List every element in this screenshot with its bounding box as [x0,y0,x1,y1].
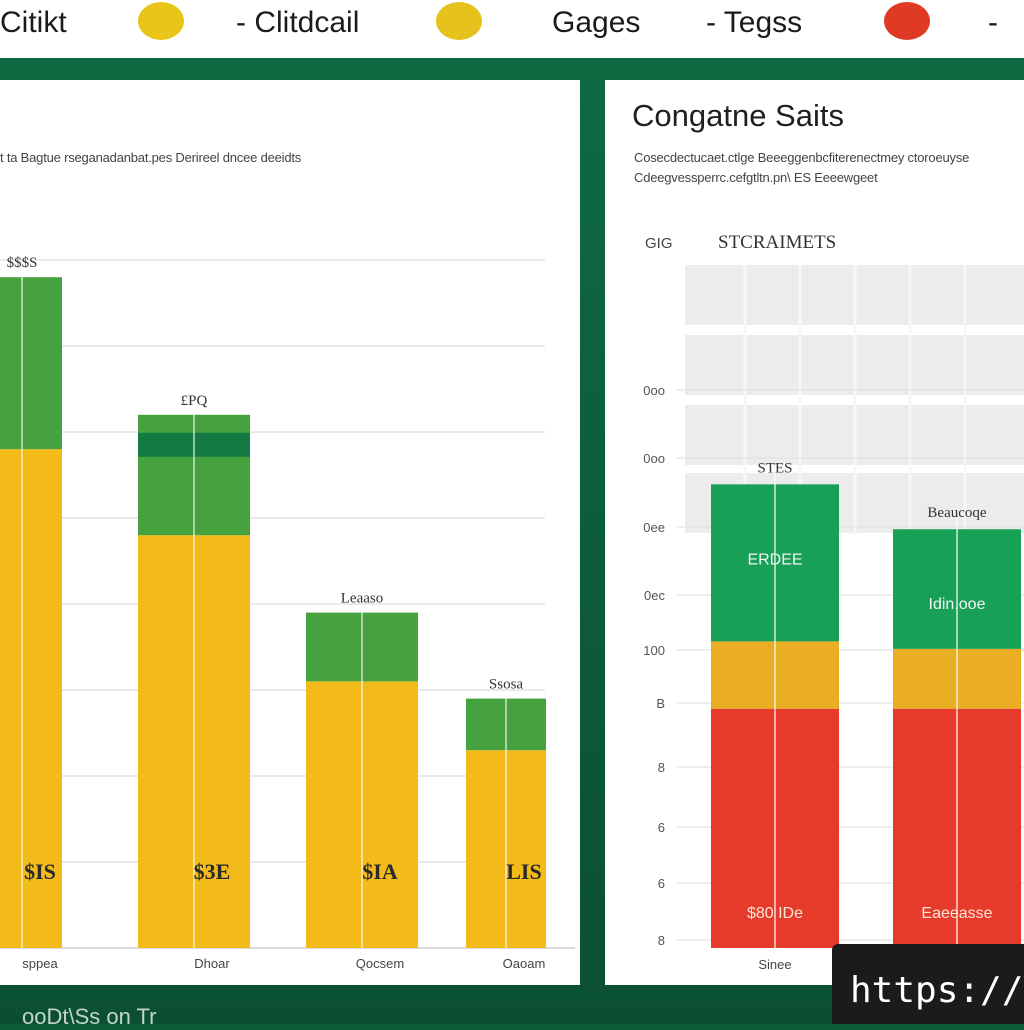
url-badge[interactable]: https://th [832,944,1024,1024]
bar-bottom-label: Eaeeasse [921,905,992,922]
bar-top-label: $$$S [7,255,38,271]
y-tick-label: 0oo [643,451,665,466]
legend-item-3: Gages [552,6,641,39]
bar-value-label: $IA [362,859,398,884]
category-label: Dhoar [194,956,230,971]
bar-top-label: Leaaso [341,591,383,607]
y-tick-label: 0ec [644,588,665,603]
category-label: Sinee [758,957,791,972]
category-label: Qocsem [356,956,404,971]
bar-top-label: Ssosa [489,677,524,693]
y-tick-label: 100 [643,643,665,658]
legend-item-5: - [988,6,998,39]
y-tick-label: 0oo [643,383,665,398]
bar-top-label: £PQ [181,393,208,409]
legend-dot-yellow-icon [138,2,184,40]
y-tick-label: 6 [658,876,665,891]
right-chart-panel: GIG STCRAIMETS 8 6 6 8 B 100 0ec 0ee 0oo 0oo STES ERD… [605,80,1024,985]
bar-segment [0,449,62,948]
right-chart-description-line-1: Cosecdectucaet.ctlge Beeeggenbcfiterenec… [634,150,970,165]
legend-dot-red-icon [884,2,930,40]
left-chart-panel: t ta Bagtue rseganadanbat.pes Derireel d… [0,80,580,985]
y-tick-label: 6 [658,820,665,835]
y-tick-label: 8 [658,933,665,948]
y-axis-label: GIG [645,235,673,252]
left-bar-chart: $$$S $IS sppea £PQ $3E Dhoar Leaaso $IA Qocsem Ss… [0,255,575,971]
legend-item-2: - Clitdcail [236,6,360,39]
category-label: sppea [22,956,58,971]
legend-dot-gold-icon [436,2,482,40]
legend-item-4: - Tegss [706,6,803,39]
bar-bottom-label: $80 IDe [747,905,803,922]
bar-segment [0,277,62,450]
bar-value-label: $3E [194,859,231,884]
legend-bar: Citikt - Clitdcail Gages - Tegss - [0,0,1024,58]
bar-value-label: $IS [24,859,56,884]
bar-inner-label: Idin.ooe [929,596,986,613]
left-chart-description: t ta Bagtue rseganadanbat.pes Derireel d… [0,150,302,165]
bar-inner-label: ERDEE [747,551,802,568]
y-tick-label: B [656,696,665,711]
footer-caption: ooDt\Ss on Tr [22,1004,157,1029]
right-bar-chart: GIG STCRAIMETS 8 6 6 8 B 100 0ec 0ee 0oo 0oo STES ERD… [643,232,1024,972]
bar-top-label: STES [757,460,792,476]
right-chart-title: Congatne Saits [632,98,844,133]
y-tick-label: 0ee [643,520,665,535]
bar-top-label: Beaucoqe [927,505,986,521]
legend-item-1: Citikt [0,6,67,39]
right-chart-description-line-2: Cdeegvessperrc.cefgtltn.pn\ ES Eeeewgeet [634,170,878,185]
url-text: https://th [850,970,1024,1011]
category-label: Oaoam [503,956,546,971]
y-tick-label: 8 [658,760,665,775]
legend-label: STCRAIMETS [718,232,836,253]
bar-value-label: LIS [506,859,541,884]
